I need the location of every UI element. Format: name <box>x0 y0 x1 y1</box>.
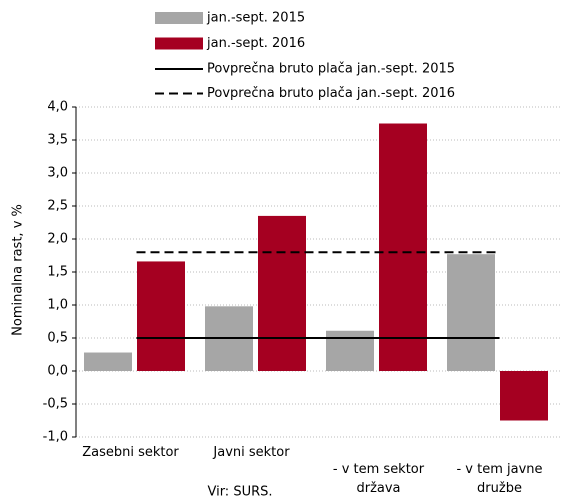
bar <box>326 330 374 371</box>
legend-label: Povprečna bruto plača jan.-sept. 2015 <box>207 62 455 77</box>
y-tick-label: 0,5 <box>47 331 68 346</box>
y-tick-label: 3,5 <box>47 133 68 148</box>
legend-label: Povprečna bruto plača jan.-sept. 2016 <box>207 86 455 101</box>
source: Vir: SURS. <box>207 485 272 500</box>
bar <box>258 215 306 371</box>
bar <box>84 352 132 371</box>
y-tick-label: -0,5 <box>43 397 68 412</box>
legend-swatch <box>155 37 203 50</box>
y-tick-label: 3,0 <box>47 166 68 181</box>
y-tick-label: -1,0 <box>43 430 68 445</box>
legend-swatch <box>155 12 203 24</box>
y-tick-label: 2,5 <box>47 199 68 214</box>
x-tick-label: Javni sektor <box>213 445 290 460</box>
y-tick-label: 1,5 <box>47 265 68 280</box>
x-tick-label: - v tem javne družbe <box>456 462 543 496</box>
bar <box>137 261 185 371</box>
bar <box>379 123 427 371</box>
bar <box>500 371 548 421</box>
legend-label: jan.-sept. 2016 <box>206 36 305 51</box>
y-tick-label: 1,0 <box>47 298 68 313</box>
x-tick-label: - v tem sektor država <box>332 462 425 496</box>
y-tick-label: 2,0 <box>47 232 68 247</box>
x-tick-label: Zasebni sektor <box>82 445 179 460</box>
y-axis-label: Nominalna rast, v % <box>11 204 26 336</box>
y-tick-label: 0,0 <box>47 364 68 379</box>
bar <box>447 254 495 371</box>
legend-label: jan.-sept. 2015 <box>206 11 305 26</box>
y-tick-label: 4,0 <box>47 100 68 115</box>
